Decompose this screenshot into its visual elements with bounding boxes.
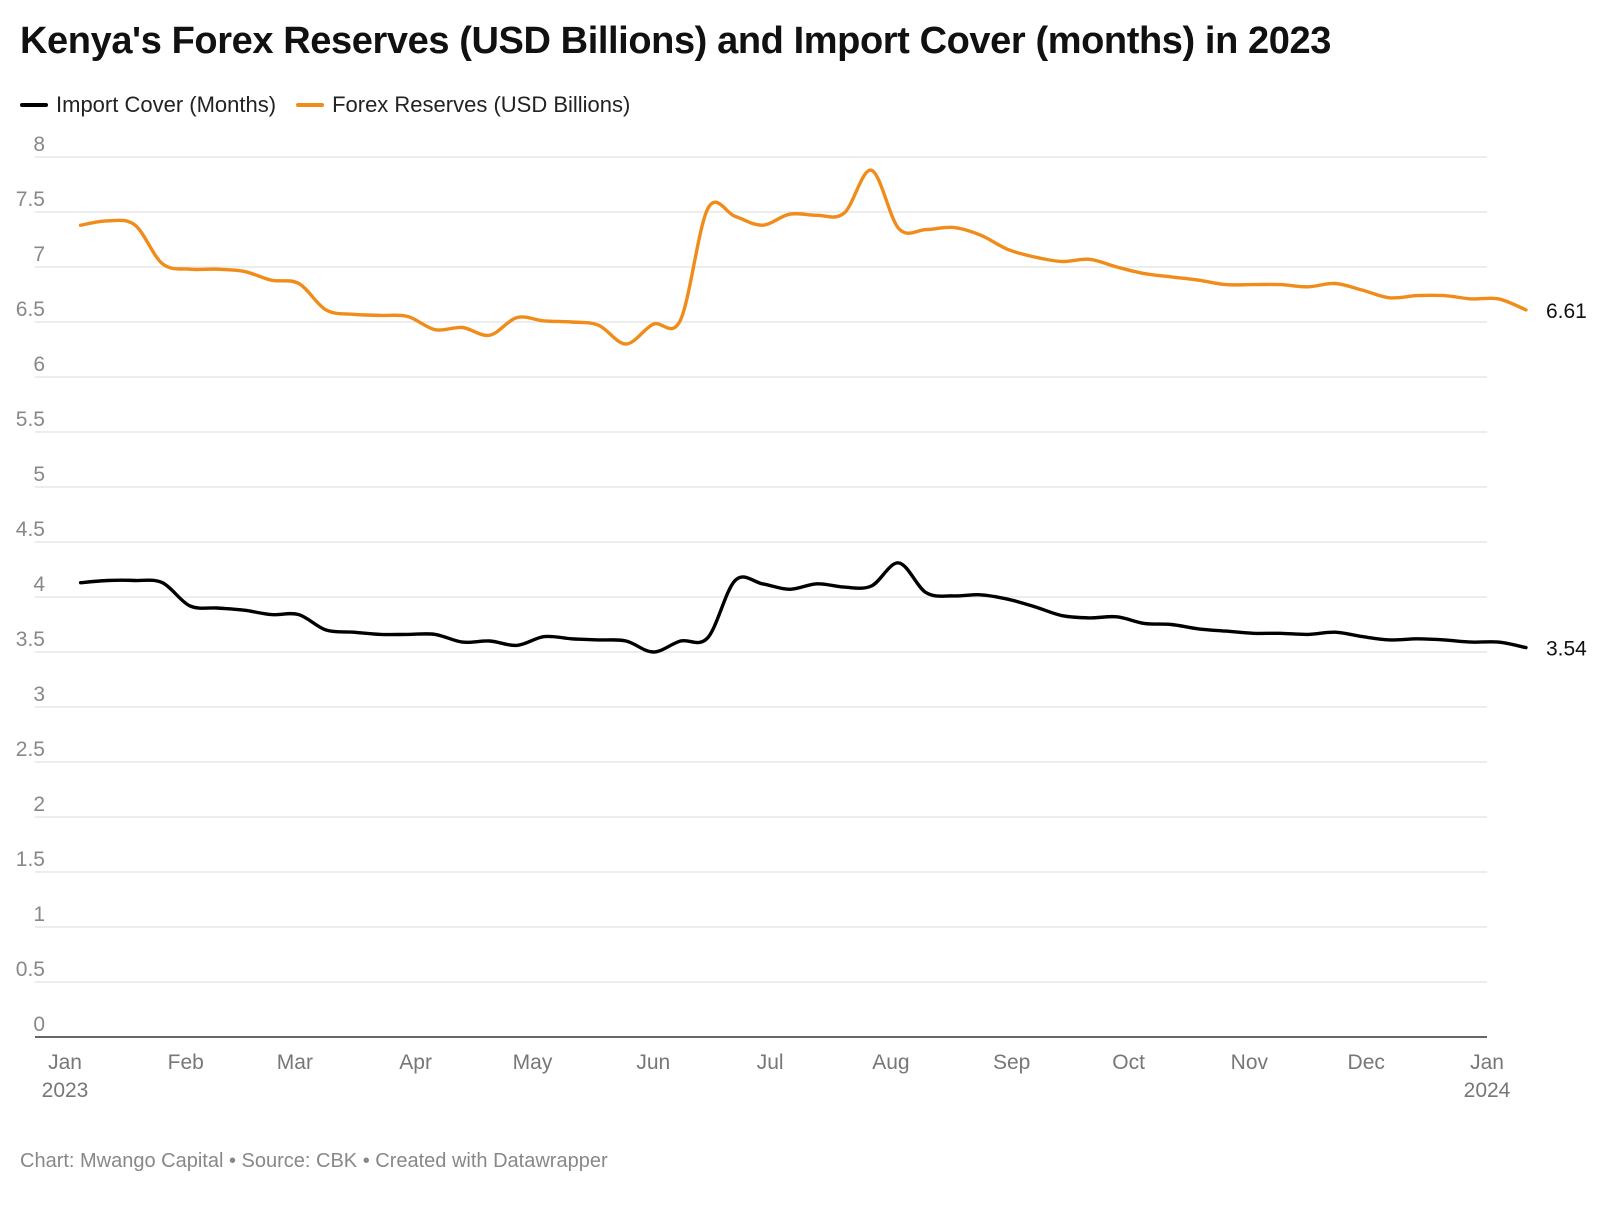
y-tick-label: 2.5 <box>16 738 45 761</box>
x-tick-label: Feb <box>168 1051 204 1074</box>
legend-swatch-import-cover <box>20 103 48 107</box>
x-tick-label: Jan <box>1470 1051 1504 1074</box>
y-tick-label: 4.5 <box>16 518 45 541</box>
y-tick-label: 6 <box>33 353 45 376</box>
x-tick-label: Oct <box>1112 1051 1145 1074</box>
end-value-labels: 6.61 3.54 <box>1546 300 1587 661</box>
end-label-forex-reserves-usd-billions: 6.61 <box>1546 300 1587 323</box>
y-tick-label: 7.5 <box>16 188 45 211</box>
x-tick-sublabel: 2024 <box>1464 1079 1511 1102</box>
y-tick-label: 3.5 <box>16 628 45 651</box>
chart-title: Kenya's Forex Reserves (USD Billions) an… <box>20 20 1331 62</box>
y-tick-label: 8 <box>33 133 45 156</box>
x-tick-sublabel: 2023 <box>42 1079 89 1102</box>
gridlines <box>35 156 1487 1038</box>
y-tick-label: 6.5 <box>16 298 45 321</box>
series-line-import-cover-months <box>78 561 1528 654</box>
x-tick-label: Sep <box>993 1051 1030 1074</box>
x-axis-tick-labels: Jan 2023 Feb Mar Apr May Jun Jul Aug Sep Oct Nov Dec… <box>42 1051 1511 1102</box>
legend-item-import-cover: Import Cover (Months) <box>20 92 276 118</box>
x-tick-label: Jul <box>757 1051 784 1074</box>
y-axis-tick-labels: 0 0.5 1 1.5 2 2.5 3 3.5 4 4.5 5 5.5 6 6.5 7 7.5 8 <box>16 133 46 1036</box>
x-tick-label: Apr <box>399 1051 432 1074</box>
y-tick-label: 1 <box>33 903 45 926</box>
x-tick-label: Jun <box>636 1051 670 1074</box>
y-tick-label: 1.5 <box>16 848 45 871</box>
series-lines <box>78 168 1528 654</box>
legend-label-forex-reserves: Forex Reserves (USD Billions) <box>332 92 631 117</box>
chart-footer: Chart: Mwango Capital • Source: CBK • Cr… <box>20 1150 608 1172</box>
x-tick-label: Dec <box>1348 1051 1385 1074</box>
end-label-import-cover-months: 3.54 <box>1546 638 1587 661</box>
y-tick-label: 0 <box>33 1013 45 1036</box>
legend: Import Cover (Months) Forex Reserves (US… <box>20 92 650 118</box>
y-tick-label: 4 <box>33 573 45 596</box>
series-line-forex-reserves-usd-billions <box>78 168 1528 346</box>
x-tick-label: Aug <box>872 1051 909 1074</box>
y-tick-label: 5 <box>33 463 45 486</box>
y-tick-label: 3 <box>33 683 45 706</box>
y-tick-label: 0.5 <box>16 958 45 981</box>
legend-item-forex-reserves: Forex Reserves (USD Billions) <box>296 92 630 118</box>
y-tick-label: 7 <box>33 243 45 266</box>
y-tick-label: 2 <box>33 793 45 816</box>
x-tick-label: May <box>513 1051 553 1074</box>
legend-swatch-forex-reserves <box>296 103 325 107</box>
x-tick-label: Nov <box>1231 1051 1269 1074</box>
y-tick-label: 5.5 <box>16 408 45 431</box>
x-tick-label: Jan <box>48 1051 82 1074</box>
legend-label-import-cover: Import Cover (Months) <box>56 92 277 117</box>
x-tick-label: Mar <box>277 1051 313 1074</box>
